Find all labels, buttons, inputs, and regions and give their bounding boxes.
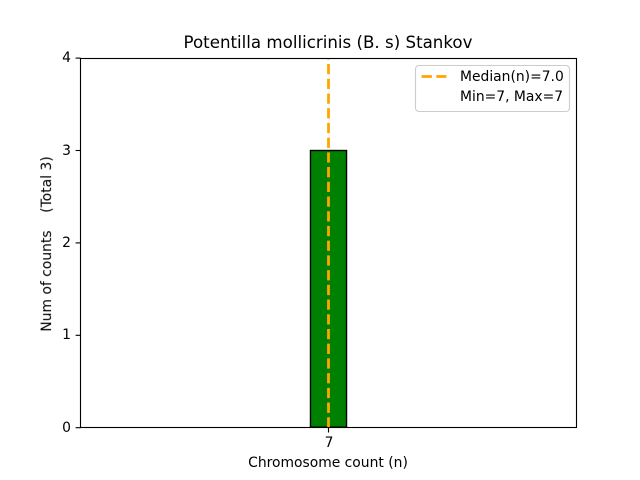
chart-title: Potentilla mollicrinis (B. s) Stankov — [183, 32, 473, 52]
y-tick-label-4: 4 — [61, 50, 71, 67]
legend-label-min-max: Min=7, Max=7 — [460, 89, 564, 106]
y-tick-label-1: 1 — [61, 327, 71, 344]
x-axis-label: Chromosome count (n) — [248, 454, 408, 471]
legend-label-median: Median(n)=7.0 — [460, 69, 565, 85]
x-tick-label-7: 7 — [324, 435, 333, 452]
y-tick-label-3: 3 — [61, 143, 71, 160]
y-axis-label: Num of counts (Total 3) — [39, 156, 56, 332]
y-tick-label-2: 2 — [61, 235, 71, 252]
y-tick-label-0: 0 — [61, 420, 71, 437]
legend-frame — [414, 64, 571, 113]
